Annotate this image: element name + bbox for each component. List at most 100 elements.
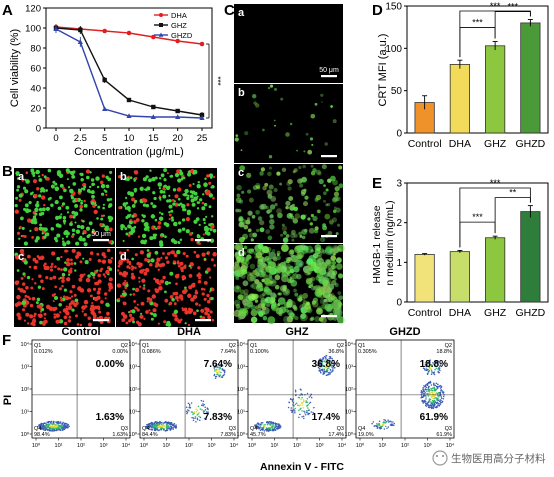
cell-dot (209, 276, 212, 279)
x-tick-label: 10 (124, 133, 135, 144)
cell-dot (294, 292, 299, 297)
cell-dot (118, 260, 123, 266)
cell-dot (163, 320, 167, 324)
cell-dot (275, 266, 281, 272)
cell-dot (108, 240, 112, 244)
flow-event-dot (384, 422, 386, 425)
flow-event-dot (66, 424, 68, 427)
cell-dot (255, 182, 261, 189)
cell-dot (32, 257, 37, 262)
y-tick-label: 10² (345, 387, 353, 393)
sig-bracket (459, 10, 531, 58)
tile-label: b (120, 171, 127, 183)
cell-dot (174, 314, 178, 318)
cell-dot (172, 202, 176, 206)
cell-dot (174, 172, 180, 178)
quadrant-q2-value: 7.64% (220, 349, 236, 355)
cell-dot (246, 254, 252, 260)
flow-event-dot (193, 412, 195, 415)
cell-dot (16, 269, 20, 272)
flow-event-dot (59, 429, 61, 432)
flow-event-dot (432, 397, 434, 400)
cell-dot (118, 206, 122, 210)
cell-dot (304, 195, 309, 200)
flow-event-dot (171, 424, 173, 427)
flow-event-dot (156, 427, 158, 430)
data-point (175, 108, 180, 114)
flow-event-dot (47, 421, 50, 423)
x-tick-label: 0 (53, 133, 58, 144)
quadrant-upper-right-percent: 0.00% (96, 359, 124, 370)
cell-dot (310, 213, 314, 218)
flow-event-dot (266, 423, 269, 426)
flow-event-dot (199, 416, 202, 419)
flow-event-dot (161, 421, 163, 424)
flow-event-dot (158, 426, 160, 429)
cell-dot (302, 292, 309, 299)
cell-dot (203, 297, 207, 301)
cell-dot (204, 177, 207, 181)
quadrant-q2-value: 36.8% (328, 349, 344, 355)
cell-dot (174, 317, 179, 322)
cell-dot (207, 253, 210, 256)
cell-dot (274, 124, 276, 127)
cell-dot (74, 298, 79, 303)
flow-event-dot (172, 427, 174, 429)
cell-dot (38, 178, 43, 182)
cell-dot (325, 188, 329, 192)
cell-dot (144, 267, 150, 273)
flow-event-dot (265, 430, 268, 432)
flow-event-dot (276, 423, 279, 425)
cell-dot (326, 297, 331, 302)
cell-dot (284, 266, 292, 274)
flow-event-dot (321, 361, 323, 364)
cell-dot (154, 278, 160, 284)
quadrant-q3-value: 17.4% (328, 432, 344, 438)
flow-event-dot (308, 396, 311, 398)
x-tick-label: 10⁰ (140, 442, 149, 449)
cell-dot (53, 313, 56, 316)
flow-event-dot (264, 423, 266, 426)
flow-event-dot (37, 426, 39, 428)
cell-dot (236, 184, 242, 191)
cell-dot (147, 289, 151, 293)
flow-event-dot (200, 404, 203, 407)
cell-dot (92, 230, 96, 235)
flow-event-dot (199, 408, 202, 410)
cell-dot (193, 219, 198, 224)
cell-dot (301, 176, 307, 183)
flow-event-dot (435, 388, 438, 391)
flow-event-dot (425, 369, 427, 371)
cell-dot (157, 322, 160, 325)
flow-event-dot (197, 405, 200, 408)
cell-dot (212, 252, 217, 257)
flow-event-dot (424, 388, 427, 391)
scale-bar (321, 315, 337, 318)
cell-dot (269, 218, 275, 225)
flow-event-dot (434, 368, 436, 371)
cell-dot (287, 179, 293, 185)
cell-dot (200, 308, 205, 313)
cell-dot (15, 196, 19, 200)
x-tick-label: 10³ (316, 443, 324, 449)
cell-dot (271, 249, 276, 253)
flow-event-dot (280, 426, 282, 428)
flow-event-dot (40, 422, 43, 425)
flow-event-dot (174, 427, 177, 429)
flow-event-dot (435, 397, 437, 399)
scale-bar (93, 239, 109, 242)
cell-dot (332, 270, 338, 276)
flow-event-dot (433, 382, 435, 384)
quadrant-q4: Q4 (250, 426, 257, 432)
flow-event-dot (383, 428, 386, 430)
flow-event-dot (436, 387, 439, 389)
cell-dot (201, 201, 205, 205)
cell-dot (101, 259, 107, 264)
cell-dot (338, 183, 344, 189)
cell-dot (99, 180, 104, 185)
cell-dot (150, 258, 155, 263)
cell-dot (79, 172, 82, 176)
cell-dot (70, 267, 73, 270)
flow-event-dot (429, 359, 431, 361)
flow-event-dot (58, 425, 61, 427)
